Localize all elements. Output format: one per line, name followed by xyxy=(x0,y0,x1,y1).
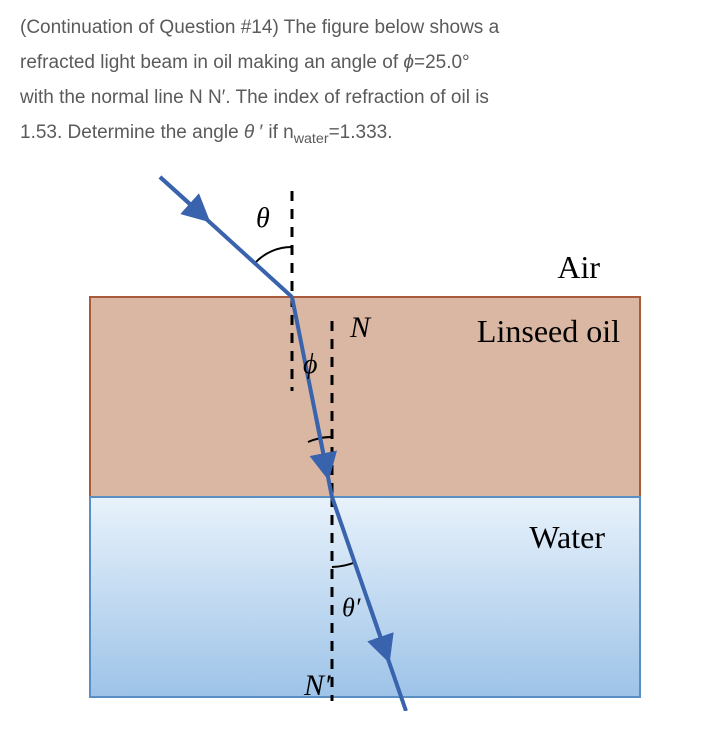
arc-theta xyxy=(255,247,292,263)
q-line3: with the normal line N N′. The index of … xyxy=(20,87,489,108)
label-water: Water xyxy=(529,519,605,556)
sub-water: water xyxy=(294,131,329,147)
label-theta: θ xyxy=(256,203,270,235)
q-line2a: refracted light beam in oil making an an… xyxy=(20,52,403,73)
q-line4c: =1.333. xyxy=(329,122,393,143)
question-text: (Continuation of Question #14) The figur… xyxy=(20,10,700,153)
refraction-figure: Air Linseed oil Water θ N ϕ θ′ N′ xyxy=(60,171,660,711)
label-air: Air xyxy=(557,249,600,286)
q-line1: (Continuation of Question #14) The figur… xyxy=(20,17,499,38)
phi-symbol: ϕ xyxy=(403,52,414,73)
label-theta-prime: θ′ xyxy=(342,593,360,623)
prime: ′ xyxy=(254,122,268,143)
theta-symbol: θ xyxy=(244,122,254,143)
label-N-prime: N′ xyxy=(304,669,331,703)
label-N: N xyxy=(350,311,370,345)
label-oil: Linseed oil xyxy=(477,313,620,350)
label-phi: ϕ xyxy=(303,349,318,381)
ray-air-arrow xyxy=(160,177,200,213)
q-line4a: 1.53. Determine the angle xyxy=(20,122,244,143)
q-line2b: =25.0° xyxy=(414,52,470,73)
q-line4b: if n xyxy=(268,122,293,143)
